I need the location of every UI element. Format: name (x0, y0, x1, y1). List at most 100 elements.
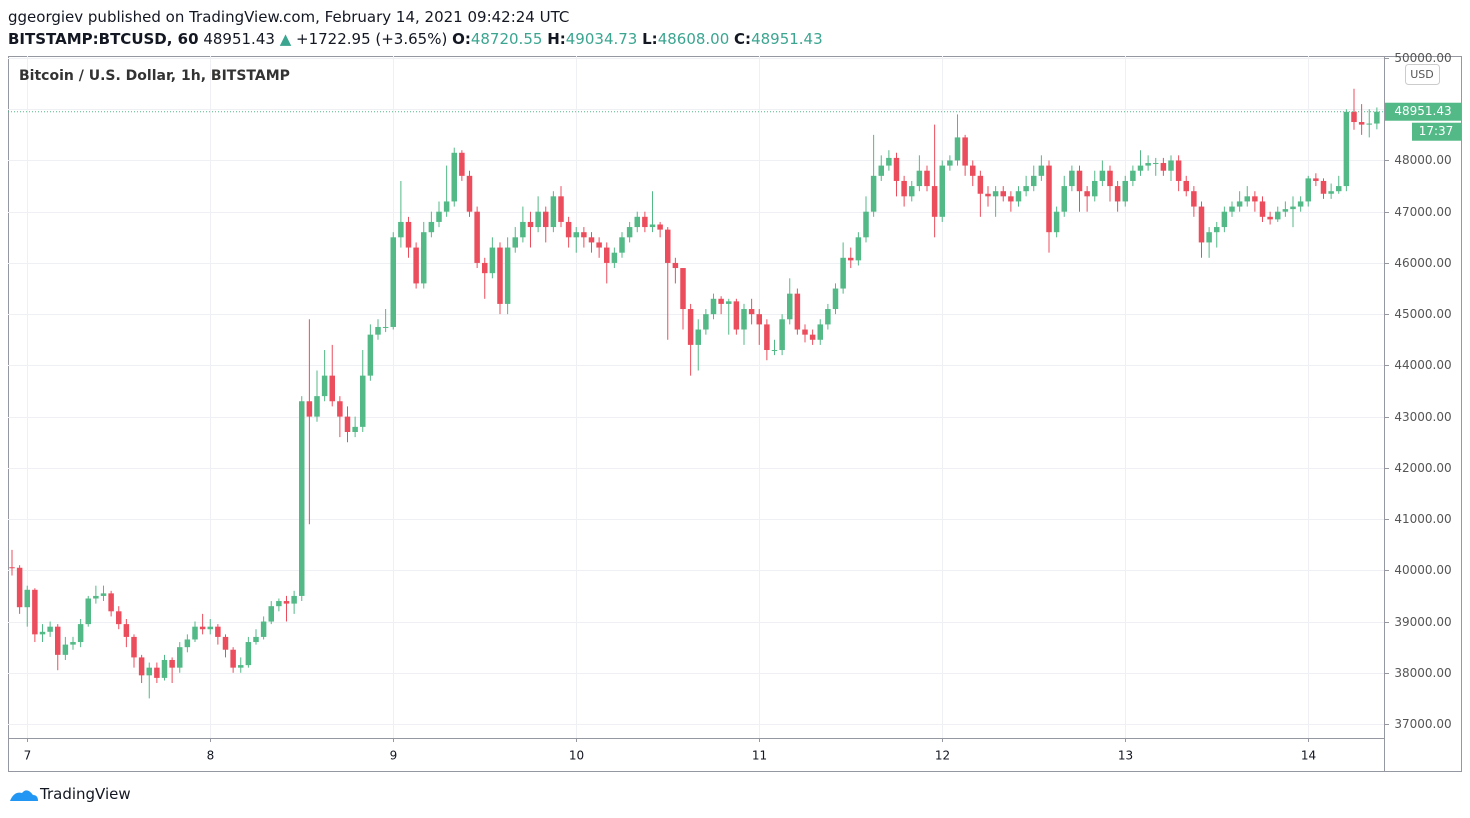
candle-body (138, 657, 145, 676)
candle-body (199, 626, 206, 630)
candle-body (260, 621, 267, 637)
candle-body (1069, 170, 1075, 187)
candle-body (825, 309, 831, 325)
grid (8, 56, 1384, 738)
change: +1722.95 (+3.65%) (296, 30, 448, 48)
candle-body (1008, 196, 1014, 202)
candle-body (1282, 209, 1289, 212)
currency: USD (1410, 68, 1434, 81)
candle-body (215, 626, 221, 637)
x-tick-label: 13 (1118, 749, 1133, 763)
candle-body (863, 211, 869, 238)
candle-body (1130, 170, 1136, 181)
candle-body (314, 396, 320, 417)
candle-body (550, 196, 557, 228)
candle-body (748, 309, 755, 315)
candle-body (451, 152, 457, 202)
candle-body (611, 252, 618, 263)
y-tick-label: 45000.00 (1394, 307, 1451, 321)
candle-body (916, 170, 923, 187)
candle-body (32, 589, 38, 635)
price: 48951.43 (203, 30, 275, 48)
y-tick-label: 40000.00 (1394, 563, 1451, 577)
candle-body (1351, 111, 1357, 123)
candle-body (352, 426, 358, 432)
candle-body (291, 595, 297, 604)
x-tick-label: 11 (752, 749, 767, 763)
candle-body (1145, 163, 1151, 166)
candle-body (1229, 206, 1235, 212)
candle-body (1076, 170, 1083, 192)
candle-body (405, 221, 412, 248)
candle-body (1198, 206, 1205, 243)
candle-body (253, 636, 259, 643)
candle-body (123, 624, 130, 637)
candle-body (16, 567, 23, 608)
symbol-line: BITSTAMP:BTCUSD, 60 48951.43 ▲ +1722.95 … (8, 28, 823, 50)
candle-body (779, 319, 785, 351)
candle-body (1221, 211, 1228, 228)
y-tick-label: 44000.00 (1394, 358, 1451, 372)
candle-body (543, 211, 549, 228)
candle-body (375, 326, 381, 335)
candle-body (901, 180, 907, 197)
y-tick-label: 43000.00 (1394, 410, 1451, 424)
candle-body (238, 665, 244, 668)
direction: ▲ (279, 30, 292, 48)
candle-body (360, 375, 366, 427)
candle-body (230, 649, 236, 668)
candle-body (497, 247, 503, 304)
candle-body (588, 237, 595, 243)
candle-body (93, 595, 99, 599)
candle-body (321, 375, 328, 397)
x-tick-label: 7 (24, 749, 32, 763)
candle-body (482, 262, 488, 274)
candle-body (581, 232, 587, 238)
ohlc-label: O: (452, 30, 471, 48)
candle-body (459, 152, 465, 176)
candle-body (1160, 163, 1167, 171)
candle-body (85, 598, 91, 625)
candle-body (886, 157, 892, 166)
candle-body (1275, 211, 1281, 220)
y-tick-label: 50000.00 (1394, 51, 1451, 65)
candle-body (466, 175, 473, 212)
y-tick-label: 37000.00 (1394, 717, 1451, 731)
candle-body (390, 237, 396, 327)
candle-body (474, 211, 480, 263)
candle-body (726, 301, 732, 304)
candle-body (337, 401, 343, 417)
candle-body (992, 191, 999, 197)
candle-body (1015, 191, 1022, 202)
candle-body (733, 301, 740, 330)
candle-body (116, 611, 122, 625)
candle-body (848, 257, 854, 261)
candle-body (1099, 170, 1106, 181)
candle-body (1092, 180, 1098, 197)
candle-body (276, 601, 282, 607)
candle-body (77, 624, 84, 643)
candle-body (1259, 201, 1266, 217)
chart-frame (8, 56, 1462, 772)
last-price-label: 48951.43 (1394, 104, 1451, 118)
candle-body (1328, 191, 1334, 194)
candle-body (192, 626, 198, 640)
chart-title: Bitcoin / U.S. Dollar, 1h, BITSTAMP (19, 68, 290, 84)
candle-body (718, 298, 724, 304)
candle-body (283, 601, 290, 604)
candle-body (619, 237, 625, 253)
x-tick-label: 10 (569, 749, 584, 763)
candle-body (832, 288, 839, 310)
x-tick-label: 8 (207, 749, 215, 763)
ohlc-label: L: (642, 30, 658, 48)
header: ggeorgiev published on TradingView.com, … (8, 6, 823, 50)
candle-body (756, 314, 762, 325)
candle-body (184, 639, 191, 648)
ohlc-value: 48951.43 (751, 30, 823, 48)
candle-body (893, 157, 900, 181)
candle-body (1305, 178, 1311, 202)
candle-body (634, 216, 640, 228)
candle-body (398, 221, 404, 238)
